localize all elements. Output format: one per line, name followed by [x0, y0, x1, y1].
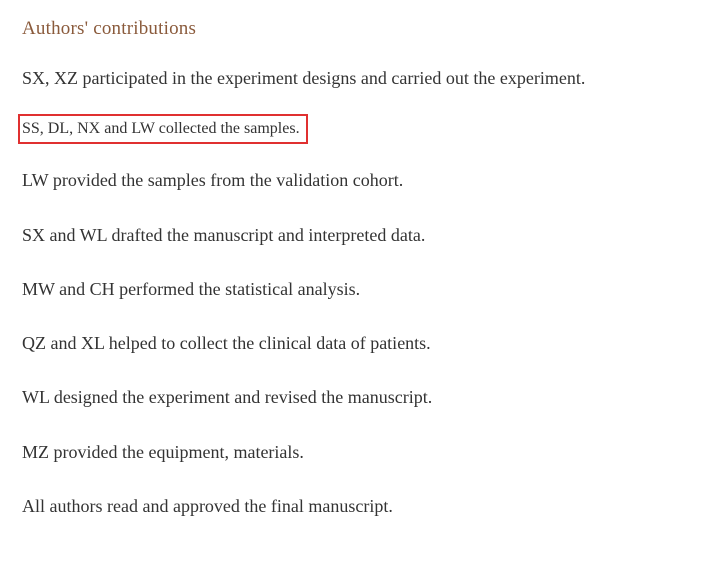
- contribution-line-8: MZ provided the equipment, materials.: [22, 440, 698, 464]
- contribution-line-3: LW provided the samples from the validat…: [22, 168, 698, 192]
- contribution-line-4: SX and WL drafted the manuscript and int…: [22, 223, 698, 247]
- section-heading: Authors' contributions: [22, 18, 698, 40]
- contribution-line-7: WL designed the experiment and revised t…: [22, 385, 698, 409]
- contribution-line-2-wrap: SS, DL, NX and LW collected the samples.: [22, 120, 698, 138]
- highlight-box: SS, DL, NX and LW collected the samples.: [18, 114, 308, 144]
- contribution-line-6: QZ and XL helped to collect the clinical…: [22, 331, 698, 355]
- contribution-line-5: MW and CH performed the statistical anal…: [22, 277, 698, 301]
- contribution-line-2: SS, DL, NX and LW collected the samples.: [22, 120, 300, 137]
- contribution-line-9: All authors read and approved the final …: [22, 494, 698, 518]
- contribution-line-1: SX, XZ participated in the experiment de…: [22, 66, 698, 90]
